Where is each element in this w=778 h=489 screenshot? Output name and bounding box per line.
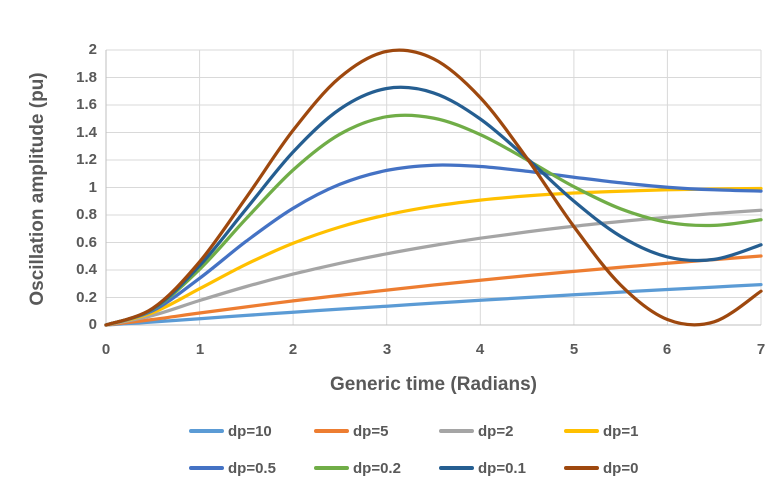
x-tick-label: 3 — [382, 341, 392, 358]
x-tick-label: 4 — [475, 341, 485, 358]
series-line-dp-5 — [104, 254, 763, 327]
y-tick-label: 2 — [88, 41, 97, 58]
x-axis-title: Generic time (Radians) — [330, 374, 537, 395]
y-tick-label: 1.8 — [76, 69, 97, 86]
legend-line-swatch — [564, 429, 599, 433]
x-tick-label: 1 — [195, 341, 205, 358]
legend-label: dp=0.1 — [478, 459, 526, 477]
legend-label: dp=1 — [603, 422, 639, 440]
series-line-dp-1 — [104, 186, 763, 327]
y-tick-label: 0.8 — [76, 206, 97, 223]
y-tick-label: 1.2 — [76, 151, 97, 168]
legend-line-swatch — [314, 429, 349, 433]
legend-item-dp-0-5: dp=0.5 — [189, 459, 314, 477]
series-line-dp-0-5 — [104, 163, 763, 327]
legend-line-swatch — [439, 429, 474, 433]
x-tick-label: 2 — [288, 341, 298, 358]
y-tick-label: 0.4 — [76, 261, 97, 278]
y-tick-label: 1.4 — [76, 124, 97, 141]
series-line-dp-0-1 — [104, 85, 763, 327]
legend-item-dp-0: dp=0 — [564, 459, 689, 477]
legend-item-dp-10: dp=10 — [189, 422, 314, 440]
legend-label: dp=0.2 — [353, 459, 401, 477]
legend-item-dp-5: dp=5 — [314, 422, 439, 440]
legend-label: dp=10 — [228, 422, 272, 440]
series-line-dp-0 — [104, 48, 763, 327]
x-tick-label: 0 — [101, 341, 111, 358]
y-tick-label: 0.6 — [76, 234, 97, 251]
y-tick-label: 1.6 — [76, 96, 97, 113]
legend-line-swatch — [189, 429, 224, 433]
legend-label: dp=0.5 — [228, 459, 276, 477]
series-line-dp-10 — [104, 282, 763, 327]
legend-label: dp=5 — [353, 422, 389, 440]
y-tick-label: 1 — [88, 179, 97, 196]
x-tick-label: 6 — [662, 341, 672, 358]
legend-item-dp-0-1: dp=0.1 — [439, 459, 564, 477]
series-line-dp-0-2 — [104, 113, 763, 327]
y-tick-label: 0 — [88, 316, 97, 333]
y-tick-label: 0.2 — [76, 289, 97, 306]
legend-label: dp=0 — [603, 459, 639, 477]
legend-item-dp-2: dp=2 — [439, 422, 564, 440]
legend-line-swatch — [564, 466, 599, 470]
x-tick-label: 5 — [569, 341, 579, 358]
legend-line-swatch — [439, 466, 474, 470]
x-tick-label: 7 — [756, 341, 766, 358]
series-line-dp-2 — [104, 208, 763, 327]
legend-item-dp-0-2: dp=0.2 — [314, 459, 439, 477]
legend-line-swatch — [314, 466, 349, 470]
legend: dp=10 dp=5 dp=2 dp=1 dp=0.5 dp=0.2 dp=0.1 dp=0 — [189, 422, 689, 477]
legend-line-swatch — [189, 466, 224, 470]
legend-label: dp=2 — [478, 422, 514, 440]
legend-item-dp-1: dp=1 — [564, 422, 689, 440]
y-axis-title: Oscillation amplitude (pu) — [27, 72, 48, 306]
